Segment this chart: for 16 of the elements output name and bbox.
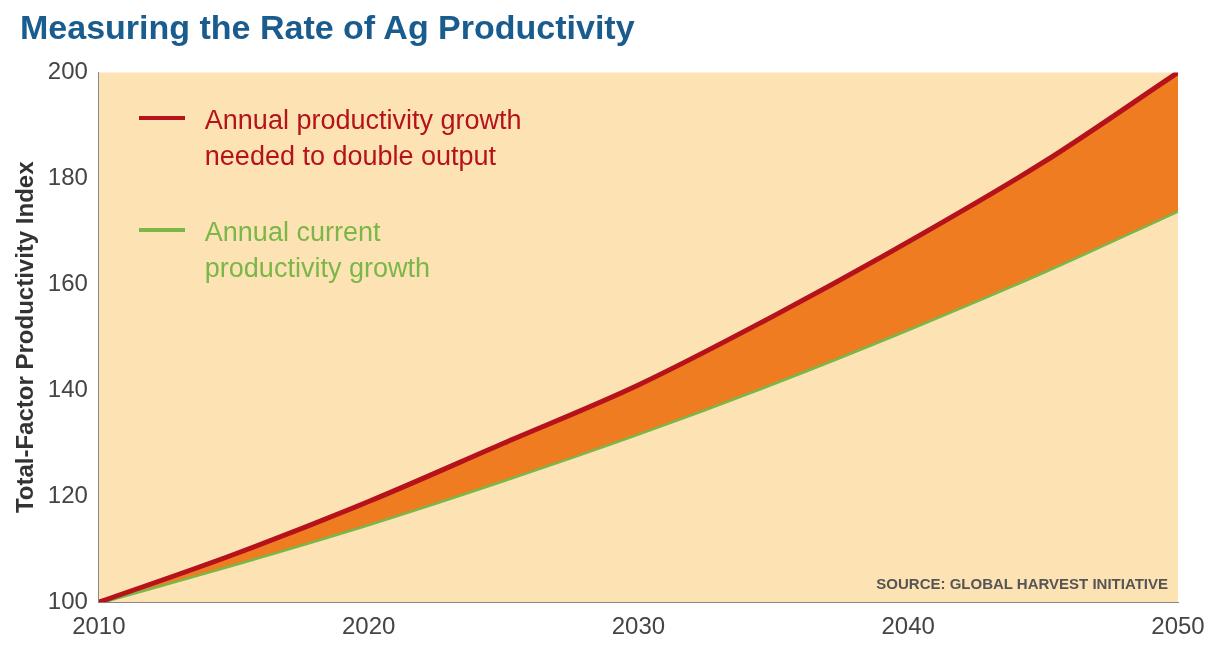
x-tick-label: 2030 (611, 612, 666, 640)
legend-label: Annual current productivity growth (204, 216, 430, 286)
chart-title: Measuring the Rate of Ag Productivity (20, 8, 636, 47)
x-tick-label: 2010 (72, 612, 126, 640)
x-tick-label: 2020 (341, 612, 396, 640)
y-tick-label: 160 (47, 268, 88, 296)
y-tick-label: 180 (47, 162, 88, 190)
x-tick-label: 2040 (881, 612, 935, 640)
x-tick-label: 2050 (1151, 612, 1205, 640)
y-tick-label: 140 (47, 374, 88, 402)
y-axis-title: Total-Factor Productivity Index (11, 160, 39, 514)
legend-label: Annual productivity growth needed to double output (204, 104, 522, 174)
y-tick-label: 200 (47, 57, 88, 85)
y-tick-label: 120 (47, 480, 88, 508)
y-tick-label: 100 (47, 586, 88, 614)
annotation: SOURCE: GLOBAL HARVEST INITIATIVE (876, 574, 1168, 592)
